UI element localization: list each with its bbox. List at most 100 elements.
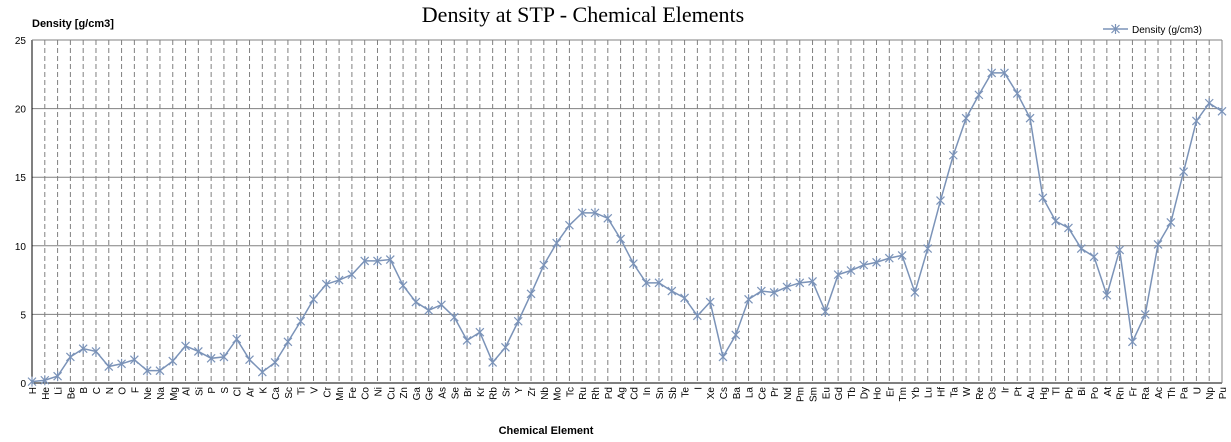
data-point — [590, 207, 600, 218]
series-line — [31, 72, 1223, 383]
data-point — [232, 334, 242, 345]
x-tick-label: O — [118, 387, 129, 395]
x-tick-label: Tb — [847, 387, 858, 399]
x-tick-label: Sn — [655, 387, 666, 399]
y-tick-label: 10 — [15, 242, 27, 253]
x-tick-label: Rn — [1116, 387, 1127, 400]
x-tick-label: H — [28, 387, 39, 394]
data-point — [539, 260, 549, 271]
x-tick-label: Pm — [796, 387, 807, 402]
x-tick-label: Os — [988, 387, 999, 400]
data-point — [373, 255, 382, 266]
x-tick-label: K — [258, 387, 269, 394]
data-point — [142, 365, 152, 376]
x-tick-label: Se — [450, 387, 461, 400]
x-tick-label: Si — [194, 387, 205, 396]
x-tick-label: Pr — [770, 386, 781, 397]
data-point — [820, 306, 830, 317]
data-point — [552, 238, 562, 249]
legend-label: Density (g/cm3) — [1132, 25, 1202, 36]
x-tick-label: Xe — [706, 387, 717, 400]
x-tick-label: Mn — [335, 387, 346, 401]
x-tick-label: Cr — [322, 386, 333, 397]
x-tick-label: Te — [681, 387, 692, 398]
data-point — [193, 346, 203, 357]
data-point — [283, 336, 293, 347]
x-tick-label: Ga — [412, 387, 423, 401]
x-axis-title: Chemical Element — [499, 425, 594, 437]
x-tick-label: Sc — [284, 387, 295, 399]
data-point — [1064, 222, 1073, 233]
data-point — [1140, 309, 1150, 320]
data-point — [897, 250, 907, 261]
data-point — [449, 312, 459, 323]
x-tick-label: Ge — [425, 387, 436, 401]
data-point — [270, 357, 280, 368]
x-tick-label: Bi — [1077, 387, 1088, 396]
x-tick-label: Cs — [719, 387, 730, 399]
chart-title: Density at STP - Chemical Elements — [422, 2, 744, 27]
data-point — [987, 67, 997, 78]
data-point — [1166, 217, 1176, 228]
data-point — [155, 365, 165, 376]
data-point — [1051, 216, 1061, 227]
data-point — [257, 367, 267, 378]
x-tick-label: Tm — [898, 387, 909, 401]
data-point — [782, 281, 792, 292]
x-tick-label: Re — [975, 387, 986, 400]
y-tick-label: 20 — [15, 105, 27, 116]
x-tick-label: Na — [156, 387, 167, 400]
data-point — [360, 255, 370, 266]
data-point — [462, 335, 472, 346]
x-tick-label: Ce — [757, 387, 768, 400]
data-point — [321, 279, 331, 290]
x-tick-label: Eu — [821, 387, 832, 399]
y-tick-label: 0 — [20, 379, 26, 390]
x-tick-label: I — [693, 387, 704, 390]
x-tick-label: Br — [463, 386, 474, 397]
x-tick-label: Mg — [169, 387, 180, 401]
data-point — [1153, 239, 1163, 250]
x-tick-label: Np — [1205, 387, 1216, 400]
data-point — [1128, 336, 1137, 347]
x-tick-label: C — [92, 387, 103, 394]
x-tick-label: Dy — [860, 387, 871, 399]
x-tick-label: Y — [514, 387, 525, 394]
legend: Density (g/cm3) — [1103, 24, 1202, 36]
data-point — [65, 351, 75, 362]
x-tick-label: He — [41, 387, 52, 400]
grid-layer — [32, 39, 1223, 383]
x-tick-label: Ni — [373, 387, 384, 396]
y-tick-label: 25 — [15, 36, 27, 47]
x-tick-label: Yb — [911, 387, 922, 400]
series-layer — [27, 67, 1227, 387]
x-tick-label: Sr — [501, 386, 512, 397]
x-tick-label: Pt — [1013, 387, 1024, 397]
data-point — [577, 207, 587, 218]
data-point — [769, 287, 779, 298]
x-tick-label: Nd — [783, 387, 794, 400]
data-point — [513, 316, 523, 327]
x-tick-label: Pd — [604, 387, 615, 399]
data-point — [833, 269, 843, 280]
x-tick-label: Gd — [834, 387, 845, 400]
data-point — [488, 357, 498, 368]
x-tick-label: Ag — [617, 387, 628, 399]
data-point — [296, 316, 306, 327]
x-tick-label: Tl — [1052, 387, 1063, 395]
x-tick-label: Cu — [386, 387, 397, 400]
x-tick-label: Pu — [1218, 387, 1229, 399]
legend-marker-star — [1111, 24, 1120, 34]
x-tick-label: Ta — [949, 387, 960, 398]
x-tick-label: Li — [54, 387, 65, 395]
x-tick-label: Rh — [591, 387, 602, 400]
data-point — [564, 220, 574, 231]
data-point — [910, 287, 920, 298]
x-tick-label: Mo — [553, 387, 564, 401]
data-point — [424, 305, 434, 316]
x-tick-label: Tc — [565, 387, 576, 397]
x-tick-label: Be — [66, 387, 77, 400]
x-tick-label: U — [1192, 387, 1203, 394]
data-point — [181, 340, 190, 351]
